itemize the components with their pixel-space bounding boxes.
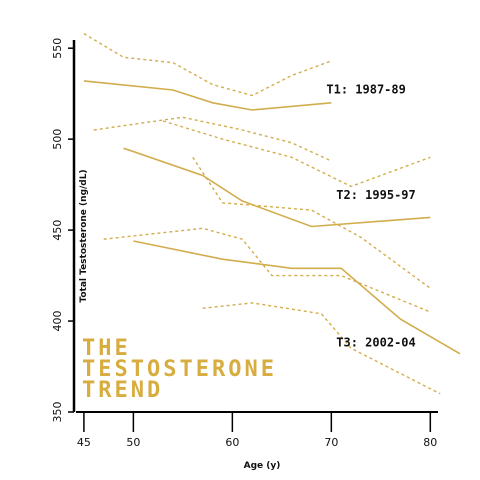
series-2-label: T2: 1995-97 xyxy=(336,188,415,202)
headline-line-1: THE xyxy=(82,336,131,361)
y-tick-label: 450 xyxy=(51,220,64,241)
x-tick-label: 50 xyxy=(126,436,140,449)
x-axis-ticks: 45 50 60 70 80 xyxy=(77,412,437,449)
series-layer xyxy=(83,32,461,395)
series-3-upper-bound xyxy=(103,227,431,313)
series-2-upper-bound xyxy=(162,120,431,188)
x-tick-label: 80 xyxy=(423,436,437,449)
y-axis-ticks: 350 400 450 500 550 xyxy=(51,38,74,423)
y-tick-label: 350 xyxy=(51,402,64,423)
series-1-lower-bound xyxy=(93,116,332,162)
series-1-upper-bound xyxy=(83,32,332,97)
x-axis-title: Age (y) xyxy=(244,461,281,471)
x-tick-label: 60 xyxy=(225,436,239,449)
y-axis-title: Total Testosterone (ng/dL) xyxy=(79,169,89,302)
x-tick-label: 45 xyxy=(77,436,91,449)
series-3-label: T3: 2002-04 xyxy=(336,336,415,350)
headline-line-2: TESTOSTERONE xyxy=(82,357,277,382)
series-3-mean-line xyxy=(133,240,461,355)
y-tick-label: 500 xyxy=(51,129,64,150)
series-3-lower-bound xyxy=(202,302,441,395)
x-tick-label: 70 xyxy=(324,436,338,449)
series-3 xyxy=(103,227,461,395)
series-1 xyxy=(83,32,332,162)
series-2-mean-line xyxy=(123,147,431,228)
chart-headline: THE TESTOSTERONE TREND xyxy=(82,336,277,403)
series-1-label: T1: 1987-89 xyxy=(326,83,405,97)
headline-line-3: TREND xyxy=(82,378,164,403)
series-2-lower-bound xyxy=(192,156,431,289)
y-tick-label: 400 xyxy=(51,311,64,332)
series-labels: T1: 1987-89 T2: 1995-97 T3: 2002-04 xyxy=(326,83,415,350)
y-tick-label: 550 xyxy=(51,38,64,59)
series-2 xyxy=(123,120,431,289)
series-1-mean-line xyxy=(83,80,332,111)
